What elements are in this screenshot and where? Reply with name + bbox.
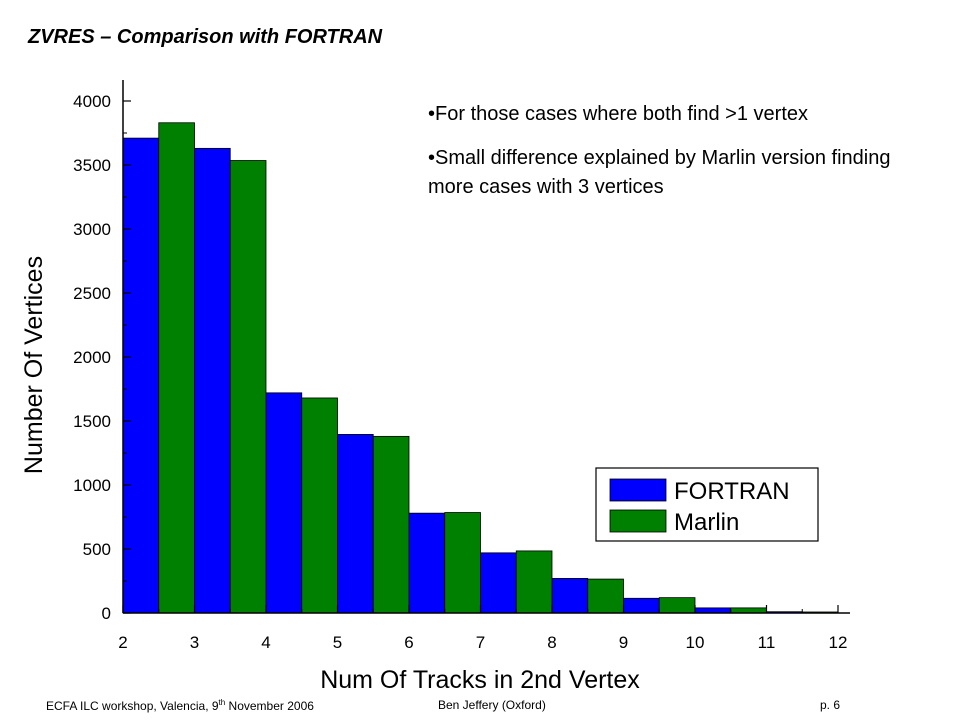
y-axis-title: Number Of Vertices	[20, 256, 48, 474]
bar-marlin	[158, 122, 195, 614]
y-tick-label: 500	[83, 540, 111, 559]
x-tick-label: 11	[758, 633, 776, 652]
y-tick-label: 2000	[73, 348, 111, 367]
x-tick-label: 10	[686, 633, 705, 652]
x-tick-label: 6	[404, 633, 413, 652]
bar-fortran	[337, 434, 374, 614]
y-tick-label: 3500	[73, 156, 111, 175]
bar-marlin	[730, 607, 767, 614]
bar-marlin	[515, 550, 553, 614]
bullet-item: •Small difference explained by Marlin ve…	[428, 147, 891, 198]
bar-marlin	[587, 578, 624, 614]
x-tick-label: 5	[333, 633, 342, 652]
x-tick-label: 2	[118, 633, 127, 652]
y-tick-label: 4000	[73, 92, 111, 111]
bullet-text: For those cases where both find >1 verte…	[435, 103, 808, 125]
legend-label-fortran: FORTRAN	[674, 478, 790, 505]
footer-event-sup: th	[218, 698, 226, 707]
bar-fortran	[265, 392, 303, 614]
bar-fortran	[122, 137, 160, 614]
y-tick-label: 2500	[73, 284, 111, 303]
bar-fortran	[408, 512, 446, 614]
bar-marlin	[301, 397, 338, 614]
bar-marlin	[372, 435, 410, 614]
y-tick-label: 1500	[73, 412, 111, 431]
legend-swatch-fortran	[609, 478, 667, 502]
bar-marlin	[229, 160, 267, 614]
bullet-list: •For those cases where both find >1 vert…	[428, 100, 928, 217]
bar-fortran	[623, 597, 660, 614]
footer-event-date: November 2006	[225, 699, 314, 713]
bar-fortran	[551, 578, 589, 614]
bar-fortran	[694, 607, 732, 614]
footer-event: ECFA ILC workshop, Valencia, 9th Novembe…	[46, 698, 314, 713]
page-number: p. 6	[820, 698, 841, 712]
y-tick-label: 1000	[73, 476, 111, 495]
bar-marlin	[658, 597, 696, 614]
x-tick-label: 8	[547, 633, 556, 652]
x-tick-label: 3	[190, 633, 199, 652]
x-tick-label: 7	[476, 633, 485, 652]
legend-label-marlin: Marlin	[674, 509, 739, 536]
y-tick-label: 3000	[73, 220, 111, 239]
bullet-item: •For those cases where both find >1 vert…	[428, 103, 808, 125]
bullet-text: Small difference explained by Marlin ver…	[428, 147, 891, 198]
y-tick-label: 0	[102, 604, 111, 623]
x-tick-label: 12	[829, 633, 848, 652]
footer-author: Ben Jeffery (Oxford)	[438, 698, 546, 712]
x-axis-title: Num Of Tracks in 2nd Vertex	[320, 666, 640, 694]
slide-title: ZVRES – Comparison with FORTRAN	[28, 26, 383, 48]
bar-marlin	[444, 512, 481, 614]
x-tick-label: 9	[619, 633, 628, 652]
bar-fortran	[194, 147, 231, 614]
legend-swatch-marlin	[609, 509, 667, 533]
x-tick-label: 4	[261, 633, 270, 652]
bar-fortran	[480, 552, 517, 614]
footer-event-text: ECFA ILC workshop, Valencia, 9	[46, 699, 219, 713]
